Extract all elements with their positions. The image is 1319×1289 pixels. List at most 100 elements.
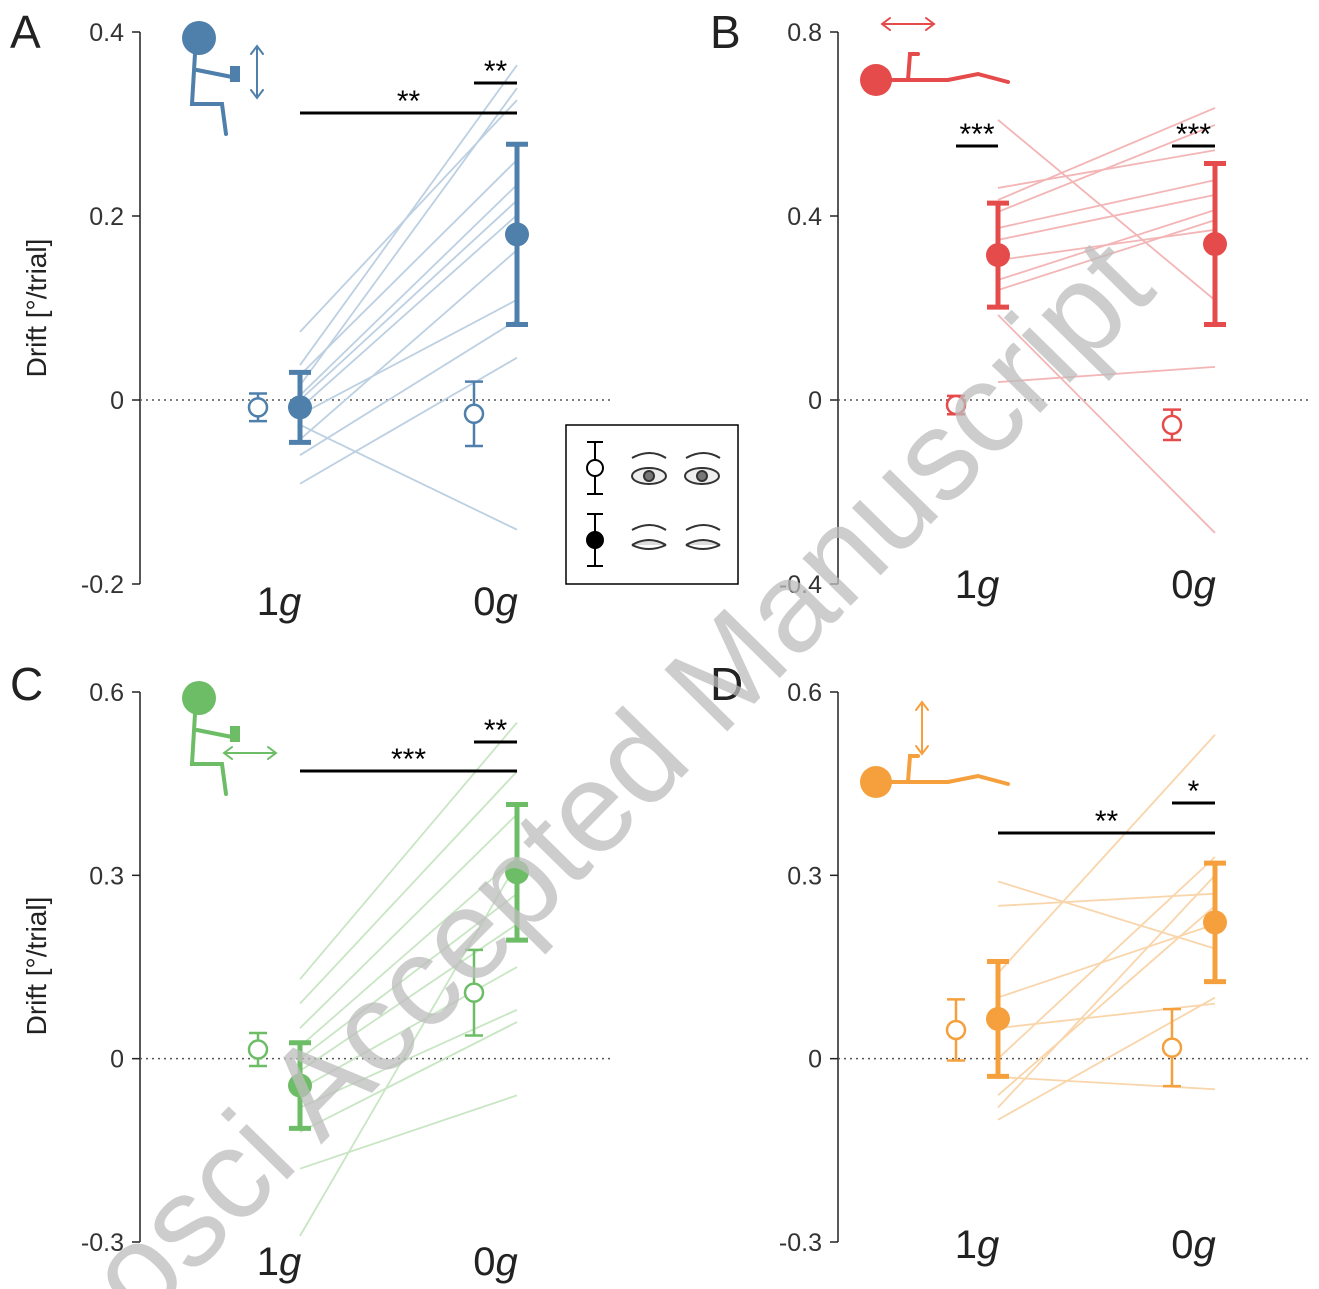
- mean-dot: [986, 1006, 1010, 1031]
- mean-dot: [1161, 414, 1183, 436]
- significance-label: **: [397, 85, 421, 118]
- subject-line: [997, 874, 1216, 1109]
- y-tick-label: 0: [808, 1046, 822, 1074]
- mean-dot: [505, 860, 529, 885]
- mean-dot: [247, 397, 269, 418]
- mean-dot: [1203, 232, 1227, 257]
- mean-dot: [945, 1019, 967, 1041]
- mean-dot: [247, 1039, 269, 1060]
- subject-line: [299, 356, 518, 485]
- significance-label: *: [1188, 775, 1200, 808]
- subject-line: [997, 124, 1216, 213]
- mean-dot: [986, 243, 1010, 268]
- x-tick-label: 1g: [955, 1223, 1000, 1267]
- subject-line: [997, 905, 1216, 1097]
- panel-label: C: [10, 658, 43, 710]
- subject-line: [997, 119, 1216, 301]
- subject-line: [299, 862, 518, 1237]
- posture-icon: [182, 681, 278, 796]
- y-tick-label: -0.2: [81, 571, 124, 599]
- panel-label: A: [10, 6, 41, 58]
- posture-icon: [860, 17, 1010, 96]
- y-tick-label: -0.4: [779, 571, 822, 599]
- icon-handle: [230, 66, 240, 82]
- subject-line: [997, 193, 1216, 241]
- y-tick-label: 0: [110, 1046, 124, 1074]
- mean-dot: [505, 222, 529, 247]
- subject-line: [299, 87, 518, 386]
- y-tick-label: -0.3: [81, 1229, 124, 1257]
- subject-line: [299, 892, 518, 1060]
- mean-dot: [1161, 1037, 1183, 1058]
- icon-body: [189, 712, 234, 796]
- icon-body: [189, 52, 234, 136]
- y-axis-label: Drift [°/trial]: [21, 897, 52, 1036]
- legend: [565, 424, 739, 585]
- y-tick-label: 0.4: [787, 203, 822, 231]
- x-tick-label: 0g: [1171, 1223, 1216, 1267]
- subject-line: [997, 1076, 1216, 1091]
- y-tick-label: 0: [808, 387, 822, 415]
- subject-line: [299, 1021, 518, 1133]
- x-tick-label: 0g: [473, 1240, 518, 1284]
- x-tick-label: 1g: [257, 580, 302, 624]
- subject-line: [299, 813, 518, 1029]
- subject-line: [997, 365, 1216, 383]
- subject-line: [299, 159, 518, 376]
- subject-line: [997, 856, 1216, 1060]
- panel: D-0.300.30.61g 0g***: [710, 658, 1308, 1267]
- icon-head: [860, 64, 892, 96]
- posture-icon: [182, 21, 264, 136]
- subject-line: [997, 996, 1216, 1121]
- eyes-closed: [631, 524, 721, 550]
- subject-line: [299, 184, 518, 397]
- mean-dot: [463, 982, 485, 1003]
- subject-line: [299, 298, 518, 416]
- icon-arrow: [250, 44, 264, 100]
- subject-line: [299, 1094, 518, 1170]
- subject-line: [299, 64, 518, 366]
- y-axis-label: Drift [°/trial]: [21, 239, 52, 378]
- y-tick-label: 0.6: [787, 679, 822, 707]
- subject-line: [997, 209, 1216, 281]
- subject-line: [299, 199, 518, 401]
- x-tick-label: 1g: [257, 1240, 302, 1284]
- subject-line: [997, 179, 1216, 229]
- mean-dot: [288, 1073, 312, 1098]
- significance-label: **: [484, 55, 508, 88]
- icon-arrow: [915, 700, 929, 756]
- significance-label: ***: [1176, 118, 1211, 151]
- legend-open: [586, 441, 604, 495]
- x-tick-label: 0g: [1171, 563, 1216, 607]
- icon-handle: [230, 726, 240, 742]
- legend-box: [565, 424, 739, 585]
- subject-line: [997, 314, 1216, 534]
- panel: B -0.4 0 0.4 0.8 1g 0g *** ***: [710, 6, 1308, 607]
- eyes-open: [631, 452, 721, 485]
- mean-dot: [288, 395, 312, 420]
- y-tick-label: 0.8: [787, 19, 822, 47]
- icon-body: [886, 52, 1010, 84]
- x-tick-label: 1g: [955, 563, 1000, 607]
- subject-line: [299, 721, 518, 980]
- subject-line: [299, 214, 518, 409]
- panel: A Drift [°/trial] -0.2 0 0.2 0.4 1g 0g ** **: [10, 6, 610, 624]
- panel-label: B: [710, 6, 741, 58]
- subject-line: [299, 319, 518, 456]
- icon-head: [860, 766, 892, 798]
- x-tick-label: 0g: [473, 580, 518, 624]
- icon-head: [182, 681, 216, 715]
- legend-filled: [586, 513, 604, 567]
- y-tick-label: 0.3: [787, 862, 822, 890]
- icon-arrow: [222, 746, 278, 760]
- y-tick-label: 0.6: [89, 679, 124, 707]
- subject-line: [299, 249, 518, 441]
- icon-arrow: [880, 17, 936, 31]
- subject-line: [997, 219, 1216, 291]
- subject-line: [997, 734, 1216, 974]
- subject-line: [299, 1008, 518, 1109]
- y-tick-label: 0: [110, 387, 124, 415]
